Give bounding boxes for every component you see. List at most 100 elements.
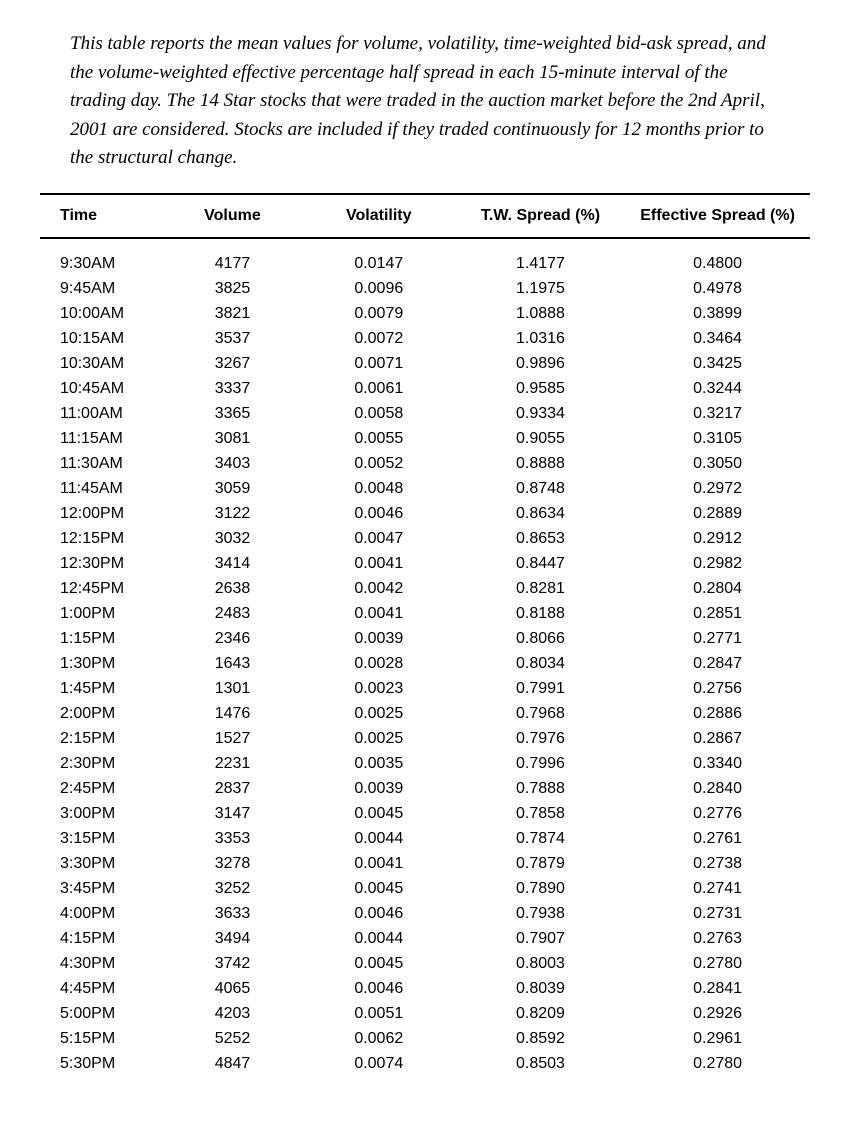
table-row: 3:30PM32780.00410.78790.2738 bbox=[40, 851, 810, 876]
table-cell: 2231 bbox=[163, 751, 302, 776]
table-cell: 3267 bbox=[163, 351, 302, 376]
intraday-stats-table: Time Volume Volatility T.W. Spread (%) E… bbox=[40, 193, 810, 1077]
table-cell: 0.7890 bbox=[456, 876, 625, 901]
table-row: 1:00PM24830.00410.81880.2851 bbox=[40, 601, 810, 626]
table-cell: 3252 bbox=[163, 876, 302, 901]
table-cell: 0.2889 bbox=[625, 501, 810, 526]
table-cell: 1643 bbox=[163, 651, 302, 676]
table-cell: 12:30PM bbox=[40, 551, 163, 576]
table-cell: 3633 bbox=[163, 901, 302, 926]
table-cell: 0.8503 bbox=[456, 1051, 625, 1076]
table-cell: 1.0316 bbox=[456, 326, 625, 351]
table-cell: 0.8003 bbox=[456, 951, 625, 976]
table-cell: 0.2756 bbox=[625, 676, 810, 701]
table-cell: 0.0025 bbox=[302, 701, 456, 726]
table-cell: 0.0072 bbox=[302, 326, 456, 351]
table-cell: 3032 bbox=[163, 526, 302, 551]
table-cell: 10:15AM bbox=[40, 326, 163, 351]
table-cell: 0.2804 bbox=[625, 576, 810, 601]
table-cell: 0.4978 bbox=[625, 276, 810, 301]
col-header-tw-spread: T.W. Spread (%) bbox=[456, 194, 625, 238]
table-row: 2:30PM22310.00350.79960.3340 bbox=[40, 751, 810, 776]
table-cell: 2:30PM bbox=[40, 751, 163, 776]
table-cell: 0.0025 bbox=[302, 726, 456, 751]
table-cell: 0.0055 bbox=[302, 426, 456, 451]
table-row: 3:00PM31470.00450.78580.2776 bbox=[40, 801, 810, 826]
table-cell: 5252 bbox=[163, 1026, 302, 1051]
table-cell: 0.7991 bbox=[456, 676, 625, 701]
col-header-volume: Volume bbox=[163, 194, 302, 238]
table-cell: 1.4177 bbox=[456, 238, 625, 277]
table-cell: 0.0062 bbox=[302, 1026, 456, 1051]
col-header-volatility: Volatility bbox=[302, 194, 456, 238]
table-row: 5:15PM52520.00620.85920.2961 bbox=[40, 1026, 810, 1051]
table-row: 1:30PM16430.00280.80340.2847 bbox=[40, 651, 810, 676]
table-cell: 3:15PM bbox=[40, 826, 163, 851]
table-cell: 11:45AM bbox=[40, 476, 163, 501]
table-cell: 0.7879 bbox=[456, 851, 625, 876]
table-cell: 3337 bbox=[163, 376, 302, 401]
table-cell: 0.2886 bbox=[625, 701, 810, 726]
table-cell: 4:15PM bbox=[40, 926, 163, 951]
table-cell: 0.2780 bbox=[625, 951, 810, 976]
table-row: 10:30AM32670.00710.98960.3425 bbox=[40, 351, 810, 376]
table-cell: 0.0051 bbox=[302, 1001, 456, 1026]
table-cell: 5:00PM bbox=[40, 1001, 163, 1026]
table-cell: 3494 bbox=[163, 926, 302, 951]
table-cell: 0.8592 bbox=[456, 1026, 625, 1051]
table-cell: 0.0061 bbox=[302, 376, 456, 401]
table-cell: 3365 bbox=[163, 401, 302, 426]
table-cell: 0.2912 bbox=[625, 526, 810, 551]
table-cell: 11:15AM bbox=[40, 426, 163, 451]
table-row: 5:00PM42030.00510.82090.2926 bbox=[40, 1001, 810, 1026]
table-cell: 0.9896 bbox=[456, 351, 625, 376]
table-cell: 0.0048 bbox=[302, 476, 456, 501]
table-cell: 2:00PM bbox=[40, 701, 163, 726]
table-cell: 1.1975 bbox=[456, 276, 625, 301]
table-cell: 5:30PM bbox=[40, 1051, 163, 1076]
table-cell: 4203 bbox=[163, 1001, 302, 1026]
table-cell: 2638 bbox=[163, 576, 302, 601]
table-cell: 0.0046 bbox=[302, 976, 456, 1001]
table-cell: 2:45PM bbox=[40, 776, 163, 801]
table-cell: 4065 bbox=[163, 976, 302, 1001]
table-cell: 1527 bbox=[163, 726, 302, 751]
table-cell: 0.0023 bbox=[302, 676, 456, 701]
table-row: 4:30PM37420.00450.80030.2780 bbox=[40, 951, 810, 976]
table-cell: 0.8034 bbox=[456, 651, 625, 676]
table-cell: 2837 bbox=[163, 776, 302, 801]
table-cell: 0.2851 bbox=[625, 601, 810, 626]
table-cell: 3742 bbox=[163, 951, 302, 976]
table-cell: 0.2926 bbox=[625, 1001, 810, 1026]
table-cell: 0.0028 bbox=[302, 651, 456, 676]
table-cell: 0.7938 bbox=[456, 901, 625, 926]
table-cell: 10:30AM bbox=[40, 351, 163, 376]
table-row: 3:15PM33530.00440.78740.2761 bbox=[40, 826, 810, 851]
table-cell: 2346 bbox=[163, 626, 302, 651]
table-row: 12:15PM30320.00470.86530.2912 bbox=[40, 526, 810, 551]
table-cell: 0.2982 bbox=[625, 551, 810, 576]
table-cell: 0.2961 bbox=[625, 1026, 810, 1051]
table-cell: 0.3050 bbox=[625, 451, 810, 476]
table-cell: 1:30PM bbox=[40, 651, 163, 676]
table-cell: 0.0041 bbox=[302, 601, 456, 626]
table-cell: 3122 bbox=[163, 501, 302, 526]
table-row: 11:30AM34030.00520.88880.3050 bbox=[40, 451, 810, 476]
table-cell: 1:00PM bbox=[40, 601, 163, 626]
table-cell: 11:30AM bbox=[40, 451, 163, 476]
table-row: 10:45AM33370.00610.95850.3244 bbox=[40, 376, 810, 401]
table-row: 11:45AM30590.00480.87480.2972 bbox=[40, 476, 810, 501]
table-cell: 0.0047 bbox=[302, 526, 456, 551]
table-cell: 0.8447 bbox=[456, 551, 625, 576]
table-row: 11:00AM33650.00580.93340.3217 bbox=[40, 401, 810, 426]
table-cell: 0.7858 bbox=[456, 801, 625, 826]
table-cell: 4847 bbox=[163, 1051, 302, 1076]
table-cell: 0.3425 bbox=[625, 351, 810, 376]
table-cell: 5:15PM bbox=[40, 1026, 163, 1051]
table-cell: 0.4800 bbox=[625, 238, 810, 277]
table-row: 9:30AM41770.01471.41770.4800 bbox=[40, 238, 810, 277]
table-cell: 9:30AM bbox=[40, 238, 163, 277]
table-cell: 0.0046 bbox=[302, 901, 456, 926]
table-cell: 3414 bbox=[163, 551, 302, 576]
table-cell: 0.2763 bbox=[625, 926, 810, 951]
